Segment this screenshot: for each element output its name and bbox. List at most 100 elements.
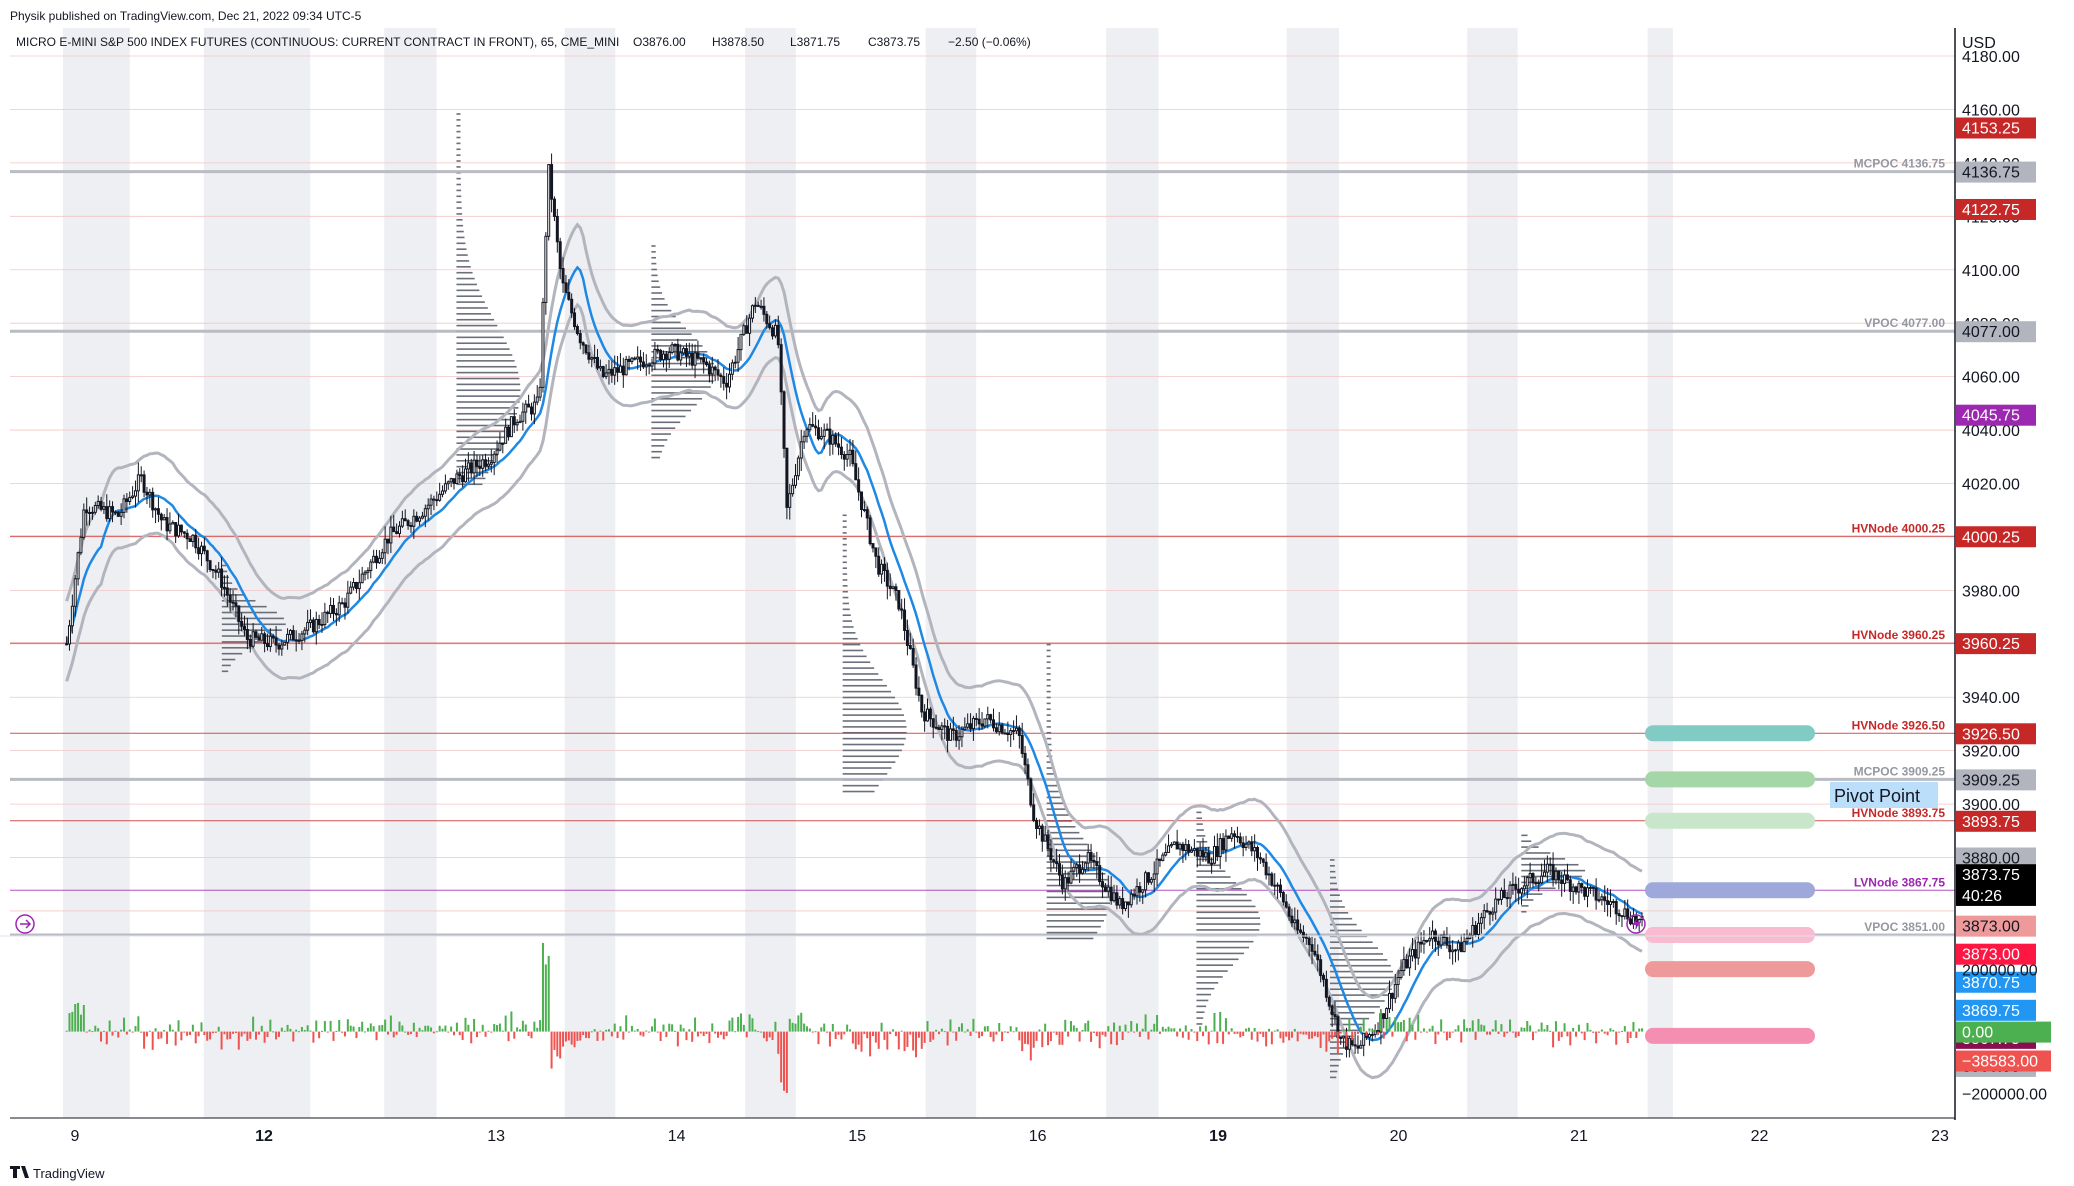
delta-bar-128 xyxy=(432,1031,435,1034)
delta-bar-55 xyxy=(223,1031,226,1035)
candle-body-274 xyxy=(851,449,855,465)
delta-bar-496 xyxy=(1488,1031,1491,1035)
candle-body-542 xyxy=(1620,915,1624,918)
goto-realtime-icon[interactable] xyxy=(15,914,35,934)
profile-bar-6 xyxy=(1329,964,1391,967)
candle-body-368 xyxy=(1121,898,1125,910)
candle-body-168 xyxy=(547,164,551,237)
candle-body-298 xyxy=(920,694,924,713)
candle-body-209 xyxy=(664,353,668,360)
profile-bar-4 xyxy=(1046,896,1111,899)
delta-bar-377 xyxy=(1147,1031,1150,1040)
candle-body-89 xyxy=(320,623,324,626)
profile-bar-1 xyxy=(456,177,461,180)
profile-bar-3 xyxy=(842,749,902,752)
candle-body-340 xyxy=(1040,825,1044,842)
time-axis[interactable]: 9 12 13 14 15 16 19 20 21 22 23 xyxy=(71,1128,1949,1145)
delta-bar-106 xyxy=(369,1023,372,1032)
delta-bar-463 xyxy=(1394,1017,1397,1032)
profile-bar-5 xyxy=(1196,876,1231,878)
candle-body-212 xyxy=(673,343,677,346)
candle-body-408 xyxy=(1235,835,1239,838)
profile-bar-3 xyxy=(842,655,867,658)
candle-body-356 xyxy=(1086,852,1090,864)
candle-body-270 xyxy=(839,446,843,455)
candle-body-305 xyxy=(940,725,944,730)
ohlc-change: −2.50 (−0.06%) xyxy=(948,35,1031,49)
delta-bar-156 xyxy=(513,1031,516,1039)
candle-body-540 xyxy=(1614,901,1618,915)
profile-bar-4 xyxy=(1046,790,1059,793)
candle-body-244 xyxy=(765,313,769,325)
price-tag-bg-4 xyxy=(1956,404,2036,426)
delta-bar-491 xyxy=(1474,1031,1477,1040)
profile-bar-1 xyxy=(456,242,466,245)
candle-body-1 xyxy=(67,625,71,645)
candle-body-68 xyxy=(260,633,264,641)
candle-body-369 xyxy=(1124,901,1128,910)
price-tag-5: 4000.25 xyxy=(1962,529,2020,546)
delta-bar-403 xyxy=(1222,1031,1225,1044)
candle-body-526 xyxy=(1574,886,1578,893)
candle-body-287 xyxy=(888,585,892,589)
delta-bar-134 xyxy=(450,1026,453,1032)
delta-bar-280 xyxy=(869,1031,872,1057)
profile-bar-4 xyxy=(1046,884,1110,887)
candle-body-213 xyxy=(676,343,680,361)
time-tick-5: 16 xyxy=(1029,1128,1047,1145)
candle-body-474 xyxy=(1425,939,1429,942)
candle-body-4 xyxy=(76,552,80,580)
candle-body-207 xyxy=(659,349,663,361)
delta-bar-202 xyxy=(645,1030,648,1032)
candle-body-98 xyxy=(346,592,350,608)
candle-body-222 xyxy=(702,357,706,363)
delta-bar-4 xyxy=(77,1002,80,1032)
delta-bar-523 xyxy=(1566,1031,1569,1037)
profile-bar-5 xyxy=(1196,835,1206,837)
delta-bar-79 xyxy=(292,1031,295,1042)
delta-bar-459 xyxy=(1382,1031,1385,1039)
candle-body-245 xyxy=(768,323,772,329)
lightning-event-icon[interactable] xyxy=(1626,914,1646,934)
candle-body-444 xyxy=(1339,1036,1343,1039)
candle-body-455 xyxy=(1370,1034,1374,1037)
pivot-band-4 xyxy=(1645,927,1815,943)
candle-body-361 xyxy=(1101,881,1105,888)
delta-bar-9 xyxy=(91,1031,94,1033)
candle-body-93 xyxy=(331,604,335,614)
candle-body-416 xyxy=(1258,857,1262,860)
delta-bar-473 xyxy=(1422,1028,1425,1032)
candle-body-355 xyxy=(1083,862,1087,870)
candle-body-131 xyxy=(441,490,445,495)
price-tag-6: 3960.25 xyxy=(1962,636,2020,653)
delta-bar-140 xyxy=(467,1024,470,1032)
profile-bar-3 xyxy=(842,667,875,669)
profile-bar-4 xyxy=(1046,696,1051,699)
delta-bar-198 xyxy=(633,1030,636,1032)
delta-bar-542 xyxy=(1620,1030,1623,1032)
profile-bar-1 xyxy=(456,418,515,421)
candle-body-336 xyxy=(1029,778,1033,806)
session-shade-3 xyxy=(564,28,616,936)
candle-body-434 xyxy=(1310,944,1314,952)
candle-body-525 xyxy=(1571,886,1575,892)
delta-bar-527 xyxy=(1577,1024,1580,1032)
candle-body-246 xyxy=(771,327,775,337)
candle-body-90 xyxy=(323,611,327,625)
profile-bar-3 xyxy=(842,573,848,575)
delta-bar-33 xyxy=(160,1031,163,1039)
profile-bar-1 xyxy=(456,213,463,215)
price-tag-11: 3873.75 xyxy=(1962,867,2020,884)
candle-body-464 xyxy=(1396,977,1400,986)
candle-body-292 xyxy=(903,609,907,631)
candle-body-124 xyxy=(420,515,424,519)
candle-body-303 xyxy=(934,726,938,729)
price-tag-bg-0 xyxy=(1956,117,2036,139)
profile-bar-3 xyxy=(842,726,907,728)
candle-body-329 xyxy=(1009,730,1013,735)
candle-body-34 xyxy=(162,517,166,521)
candle-body-409 xyxy=(1238,836,1242,844)
candle-body-247 xyxy=(773,324,777,337)
profile-bar-3 xyxy=(842,549,847,552)
